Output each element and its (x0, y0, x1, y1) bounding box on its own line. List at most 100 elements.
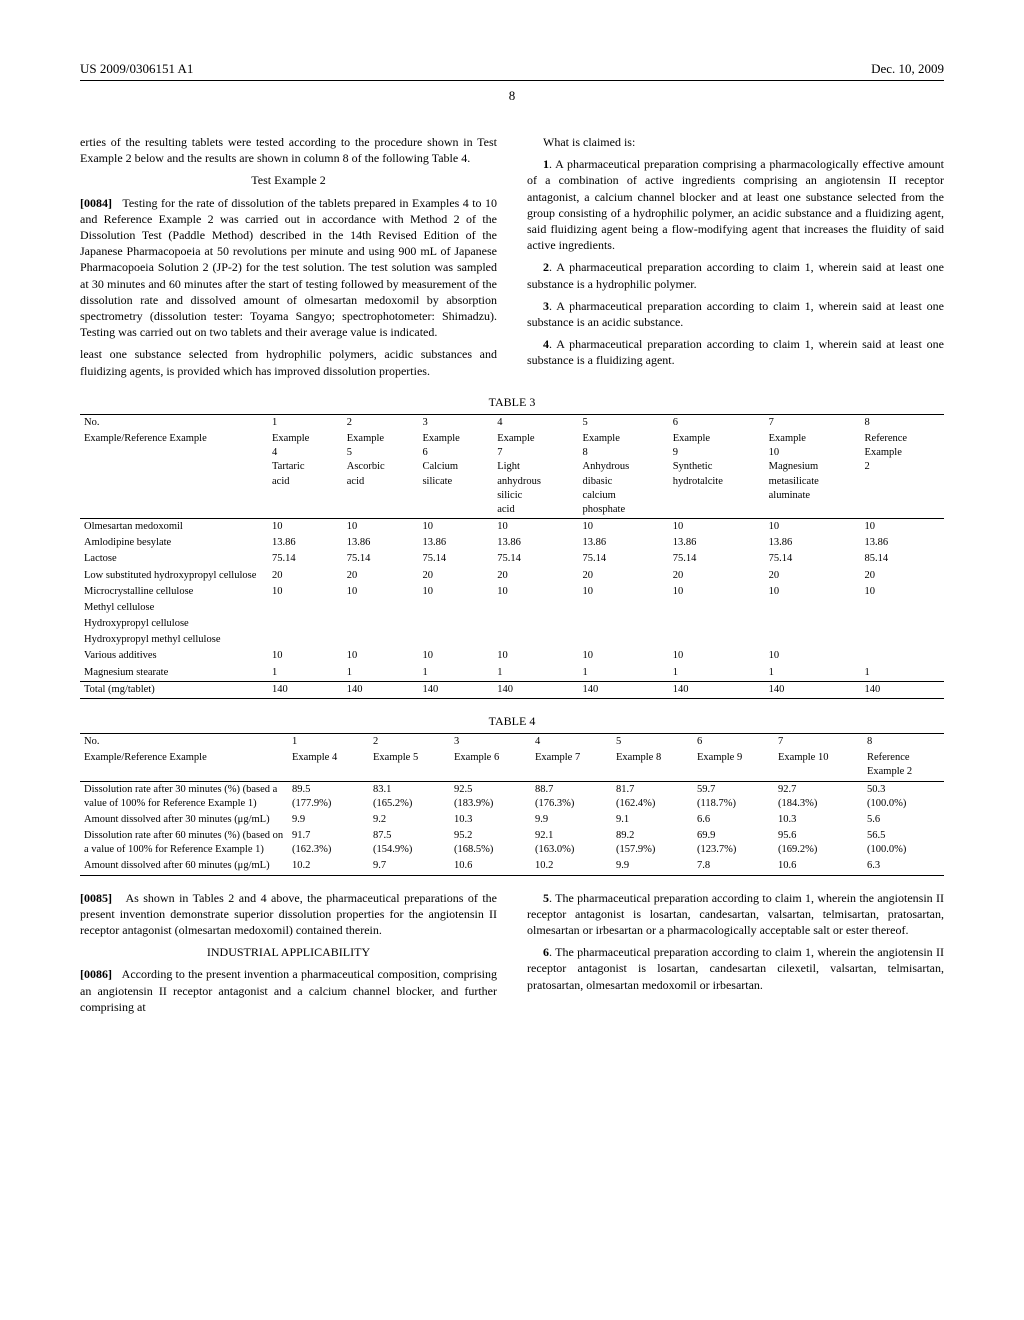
total-cell: 140 (343, 681, 419, 698)
table-3: No.12345678 Example/Reference ExampleExa… (80, 414, 944, 699)
total-cell: 140 (579, 681, 669, 698)
cell: 10 (493, 648, 578, 664)
table-col-header: 5 (579, 414, 669, 431)
table-row-header: Example/Reference Example (80, 750, 288, 781)
total-cell: 140 (669, 681, 765, 698)
cell: 75.14 (418, 551, 493, 567)
table-col-subheader: Example10Magnesiummetasilicatealuminate (765, 431, 861, 519)
cell (493, 600, 578, 616)
row-label: Various additives (80, 648, 268, 664)
table-col-subheader: Example8Anhydrousdibasiccalciumphosphate (579, 431, 669, 519)
cell: 5.6 (863, 812, 944, 828)
cell: 92.5(183.9%) (450, 781, 531, 812)
table-col-header: 7 (774, 734, 863, 751)
cell: 10 (418, 648, 493, 664)
row-label: Olmesartan medoxomil (80, 519, 268, 536)
table-row: Dissolution rate after 30 minutes (%) (b… (80, 781, 944, 812)
cell: 10.6 (450, 858, 531, 875)
table-row: Various additives10101010101010 (80, 648, 944, 664)
total-cell: 140 (418, 681, 493, 698)
table-col-subheader: Example 8 (612, 750, 693, 781)
table-col-header: 4 (531, 734, 612, 751)
cell: 20 (861, 568, 944, 584)
total-cell: 140 (493, 681, 578, 698)
cell: 9.2 (369, 812, 450, 828)
cell: 6.6 (693, 812, 774, 828)
table-row: Amount dissolved after 60 minutes (μg/mL… (80, 858, 944, 875)
cell: 20 (765, 568, 861, 584)
cell (765, 632, 861, 648)
cell: 10 (669, 584, 765, 600)
table-col-subheader: Example5Ascorbicacid (343, 431, 419, 519)
cell: 89.5(177.9%) (288, 781, 369, 812)
cell (343, 600, 419, 616)
claim-1: 1. 1. A pharmaceutical preparation compr… (527, 156, 944, 253)
lower-two-column: [0085] As shown in Tables 2 and 4 above,… (80, 890, 944, 1015)
total-cell: 140 (861, 681, 944, 698)
table-col-subheader: Example 6 (450, 750, 531, 781)
cell: 1 (861, 665, 944, 682)
row-label: Hydroxypropyl methyl cellulose (80, 632, 268, 648)
para-num-0085: [0085] (80, 891, 112, 905)
row-label: Dissolution rate after 30 minutes (%) (b… (80, 781, 288, 812)
table-row: Amlodipine besylate13.8613.8613.8613.861… (80, 535, 944, 551)
row-label: Amount dissolved after 60 minutes (μg/mL… (80, 858, 288, 875)
table-col-header: 4 (493, 414, 578, 431)
cell (268, 600, 343, 616)
cell: 9.7 (369, 858, 450, 875)
cell: 10.3 (450, 812, 531, 828)
table-row: Hydroxypropyl methyl cellulose (80, 632, 944, 648)
cell: 13.86 (268, 535, 343, 551)
cell: 1 (343, 665, 419, 682)
table-3-container: TABLE 3 No.12345678 Example/Reference Ex… (80, 394, 944, 699)
upper-two-column: erties of the resulting tablets were tes… (80, 134, 944, 380)
publication-date: Dec. 10, 2009 (871, 60, 944, 78)
cell: 6.3 (863, 858, 944, 875)
cell (765, 616, 861, 632)
para-right-continued: least one substance selected from hydrop… (80, 346, 497, 378)
cell (579, 616, 669, 632)
table-col-header: No. (80, 734, 288, 751)
table-col-header: 8 (863, 734, 944, 751)
cell: 85.14 (861, 551, 944, 567)
cell (579, 632, 669, 648)
cell (669, 616, 765, 632)
cell: 10 (861, 519, 944, 536)
row-label: Dissolution rate after 60 minutes (%) (b… (80, 828, 288, 858)
cell: 9.9 (288, 812, 369, 828)
cell: 13.86 (343, 535, 419, 551)
cell (268, 616, 343, 632)
table-row: Low substituted hydroxypropyl cellulose2… (80, 568, 944, 584)
table-4-title: TABLE 4 (80, 713, 944, 729)
table-col-subheader: Example7Lightanhydroussilicicacid (493, 431, 578, 519)
table-row: Lactose75.1475.1475.1475.1475.1475.1475.… (80, 551, 944, 567)
cell: 13.86 (861, 535, 944, 551)
table-col-header: 1 (288, 734, 369, 751)
cell (418, 616, 493, 632)
cell: 10 (669, 519, 765, 536)
cell (669, 600, 765, 616)
cell: 10 (669, 648, 765, 664)
table-row: Magnesium stearate11111111 (80, 665, 944, 682)
cell: 20 (493, 568, 578, 584)
cell: 56.5(100.0%) (863, 828, 944, 858)
cell: 75.14 (268, 551, 343, 567)
cell (861, 632, 944, 648)
table-col-header: 6 (669, 414, 765, 431)
table-row: Olmesartan medoxomil1010101010101010 (80, 519, 944, 536)
row-label: Microcrystalline cellulose (80, 584, 268, 600)
cell: 92.1(163.0%) (531, 828, 612, 858)
cell (268, 632, 343, 648)
cell: 10 (493, 519, 578, 536)
cell: 10 (579, 519, 669, 536)
cell: 10 (418, 519, 493, 536)
para-0086-text: According to the present invention a pha… (80, 967, 497, 1013)
claim-5: 5. The pharmaceutical preparation accord… (527, 890, 944, 939)
row-label: Magnesium stearate (80, 665, 268, 682)
table-col-subheader: Example 4 (288, 750, 369, 781)
header-rule (80, 80, 944, 81)
cell: 10 (765, 648, 861, 664)
table-col-subheader: Example6Calciumsilicate (418, 431, 493, 519)
cell: 10 (861, 584, 944, 600)
total-label: Total (mg/tablet) (80, 681, 268, 698)
